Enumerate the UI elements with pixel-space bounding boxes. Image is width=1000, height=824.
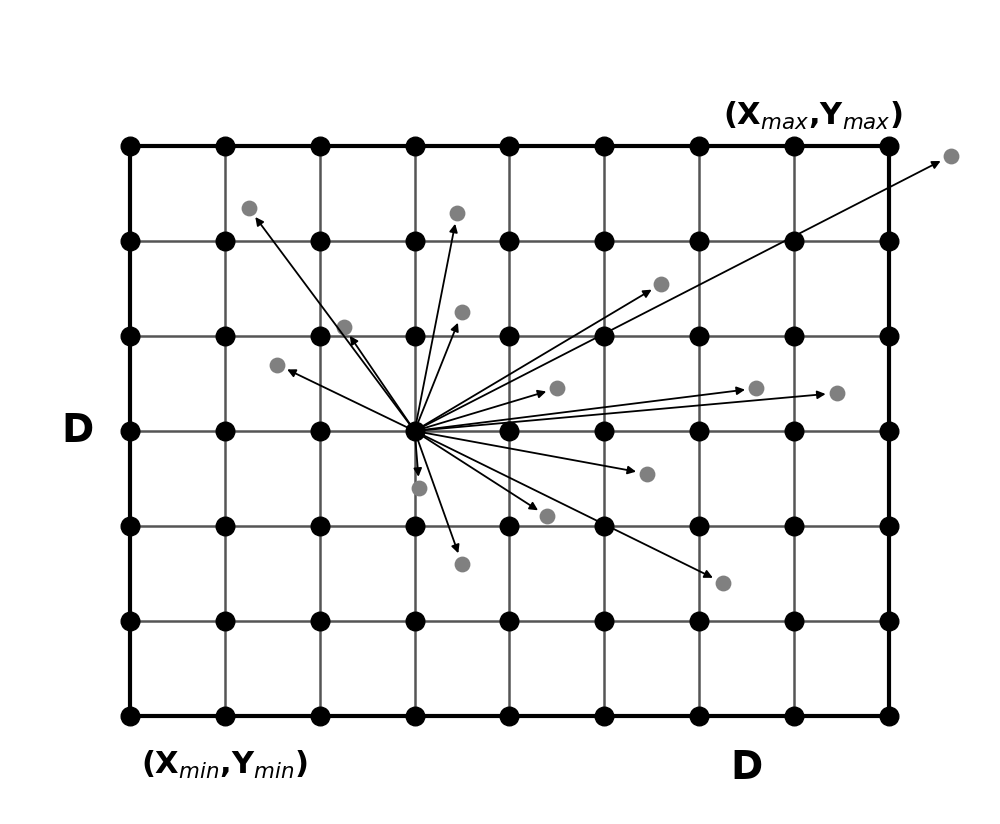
Point — [881, 614, 897, 627]
Point — [312, 519, 328, 532]
Text: D: D — [62, 412, 94, 450]
Point — [691, 519, 707, 532]
Point — [786, 330, 802, 343]
Point — [501, 519, 517, 532]
Point — [501, 424, 517, 438]
Point — [336, 320, 352, 333]
Point — [596, 709, 612, 722]
Point — [715, 576, 731, 589]
Point — [549, 382, 565, 395]
Point — [312, 614, 328, 627]
Point — [943, 149, 959, 162]
Point — [407, 519, 423, 532]
Point — [407, 235, 423, 248]
Point — [407, 330, 423, 343]
Point — [881, 140, 897, 153]
Point — [122, 330, 138, 343]
Point — [881, 519, 897, 532]
Point — [691, 614, 707, 627]
Point — [122, 709, 138, 722]
Point — [501, 709, 517, 722]
Point — [786, 519, 802, 532]
Point — [881, 424, 897, 438]
Point — [454, 306, 470, 319]
Point — [312, 235, 328, 248]
Point — [407, 424, 423, 438]
Point — [269, 358, 285, 371]
Point — [596, 140, 612, 153]
Point — [596, 614, 612, 627]
Point — [122, 424, 138, 438]
Point — [501, 235, 517, 248]
Text: D: D — [730, 749, 763, 787]
Point — [122, 140, 138, 153]
Point — [122, 614, 138, 627]
Point — [829, 386, 845, 400]
Point — [748, 382, 764, 395]
Point — [411, 481, 427, 494]
Point — [786, 709, 802, 722]
Point — [596, 519, 612, 532]
Point — [691, 140, 707, 153]
Point — [881, 709, 897, 722]
Point — [653, 278, 669, 291]
Point — [407, 709, 423, 722]
Point — [691, 330, 707, 343]
Point — [501, 614, 517, 627]
Point — [312, 424, 328, 438]
Text: (X$_{max}$,Y$_{max}$): (X$_{max}$,Y$_{max}$) — [723, 100, 903, 132]
Point — [449, 206, 465, 219]
Point — [786, 235, 802, 248]
Point — [691, 424, 707, 438]
Point — [501, 140, 517, 153]
Point — [691, 235, 707, 248]
Point — [217, 140, 233, 153]
Point — [639, 467, 655, 480]
Point — [217, 614, 233, 627]
Point — [217, 235, 233, 248]
Point — [881, 235, 897, 248]
Point — [241, 202, 257, 215]
Point — [407, 614, 423, 627]
Point — [786, 424, 802, 438]
Point — [312, 330, 328, 343]
Point — [122, 519, 138, 532]
Point — [454, 557, 470, 570]
Point — [217, 709, 233, 722]
Point — [786, 140, 802, 153]
Text: (X$_{min}$,Y$_{min}$): (X$_{min}$,Y$_{min}$) — [141, 749, 309, 781]
Point — [691, 709, 707, 722]
Point — [217, 424, 233, 438]
Point — [786, 614, 802, 627]
Point — [217, 330, 233, 343]
Point — [312, 709, 328, 722]
Point — [407, 140, 423, 153]
Point — [539, 510, 555, 523]
Point — [312, 140, 328, 153]
Point — [217, 519, 233, 532]
Point — [501, 330, 517, 343]
Point — [596, 424, 612, 438]
Point — [596, 235, 612, 248]
Point — [122, 235, 138, 248]
Point — [596, 330, 612, 343]
Point — [881, 330, 897, 343]
